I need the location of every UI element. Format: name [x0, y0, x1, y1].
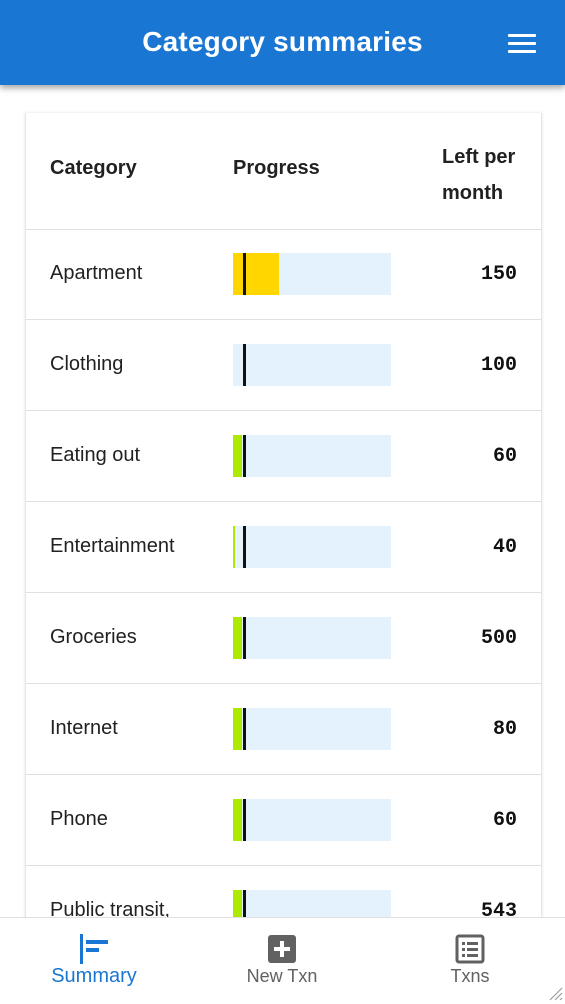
- nav-new-txn-label: New Txn: [246, 966, 318, 986]
- progress-marker: [243, 435, 246, 477]
- nav-new-txn[interactable]: New Txn: [188, 918, 376, 1004]
- progress-bar: [233, 708, 391, 750]
- app-bar: Category summaries: [0, 0, 565, 85]
- nav-txns[interactable]: Txns: [376, 918, 564, 1004]
- left-per-month-value: 60: [492, 445, 517, 468]
- page-title: Category summaries: [142, 26, 423, 57]
- category-name: Internet: [50, 717, 118, 739]
- table-row[interactable]: Eating out 60: [26, 411, 541, 502]
- header-progress: Progress: [233, 157, 320, 179]
- progress-fill: [233, 253, 279, 295]
- progress-marker: [243, 526, 246, 568]
- progress-marker: [243, 617, 246, 659]
- category-name: Clothing: [50, 353, 124, 375]
- progress-fill: [233, 890, 242, 932]
- left-per-month-value: 60: [492, 809, 517, 832]
- progress-marker: [243, 799, 246, 841]
- table-row[interactable]: Clothing 100: [26, 320, 541, 411]
- progress-fill: [233, 435, 242, 477]
- nav-summary[interactable]: Summary: [0, 918, 188, 1004]
- progress-bar: [233, 799, 391, 841]
- nav-summary-label: Summary: [51, 965, 137, 987]
- resize-handle-icon[interactable]: [545, 983, 563, 1001]
- header-category: Category: [50, 157, 137, 179]
- progress-bar: [233, 617, 391, 659]
- progress-bar: [233, 526, 391, 568]
- left-per-month-value: 100: [480, 354, 517, 377]
- list-icon: [455, 934, 485, 964]
- table-header: Category Progress Left per month: [26, 113, 541, 230]
- category-name: Phone: [50, 808, 108, 830]
- progress-marker: [243, 253, 246, 295]
- progress-marker: [243, 344, 246, 386]
- progress-fill: [233, 526, 235, 568]
- progress-bar: [233, 435, 391, 477]
- menu-icon[interactable]: [508, 34, 536, 54]
- bottom-navigation: Summary New Txn Txns: [0, 917, 565, 1004]
- progress-marker: [243, 890, 246, 932]
- table-row[interactable]: Phone 60: [26, 775, 541, 866]
- category-name: Entertainment: [50, 535, 175, 557]
- add-box-icon: [268, 935, 296, 963]
- progress-fill: [233, 799, 242, 841]
- category-name: Eating out: [50, 444, 141, 466]
- category-name: Public transit,: [50, 899, 171, 921]
- table-row[interactable]: Entertainment 40: [26, 502, 541, 593]
- table-row[interactable]: Apartment 150: [26, 229, 541, 320]
- progress-marker: [243, 708, 246, 750]
- category-name: Groceries: [50, 626, 137, 648]
- table-row[interactable]: Internet 80: [26, 684, 541, 775]
- left-per-month-value: 500: [480, 627, 517, 650]
- header-left-per-month: Left per month: [442, 146, 516, 204]
- summary-table: Category Progress Left per month Apartme…: [25, 113, 542, 943]
- summary-icon: [80, 934, 108, 964]
- table-row[interactable]: Groceries 500: [26, 593, 541, 684]
- progress-bar: [233, 253, 391, 295]
- progress-fill: [233, 708, 242, 750]
- progress-fill: [233, 617, 242, 659]
- progress-bar: [233, 344, 391, 386]
- nav-txns-label: Txns: [450, 966, 490, 986]
- left-per-month-value: 150: [480, 263, 517, 286]
- category-name: Apartment: [50, 262, 143, 284]
- left-per-month-value: 40: [492, 536, 517, 559]
- left-per-month-value: 80: [492, 718, 517, 741]
